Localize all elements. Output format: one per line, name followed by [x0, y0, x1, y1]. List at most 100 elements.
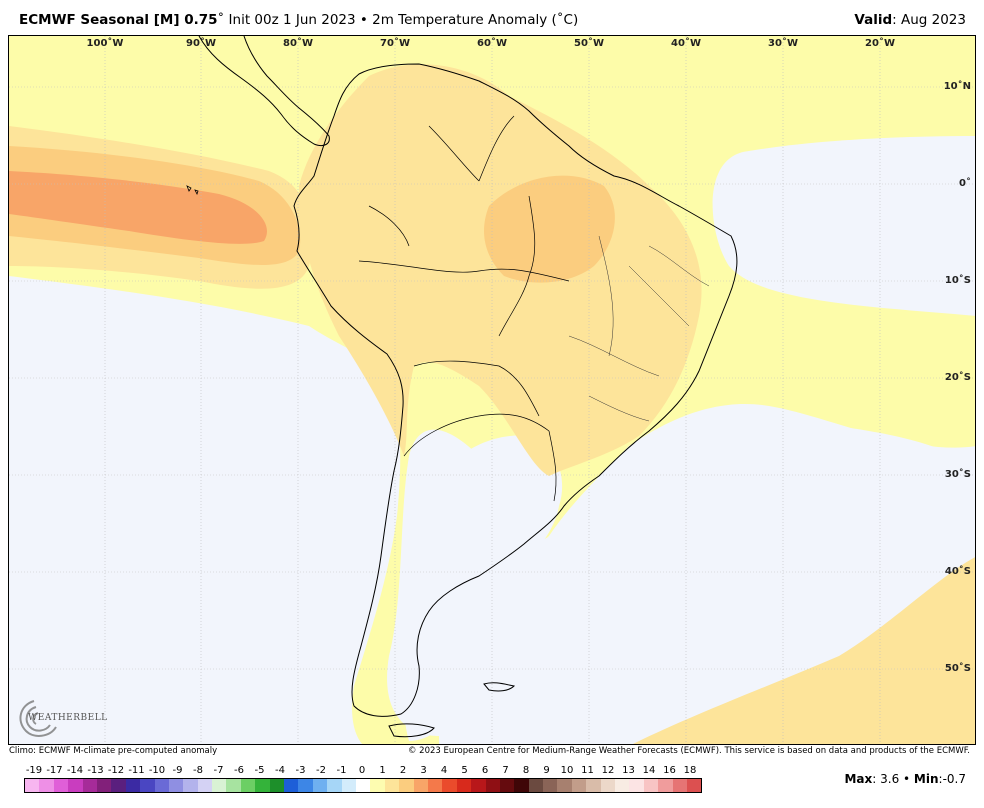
legend-swatch — [571, 779, 587, 792]
legend-swatch — [226, 779, 241, 792]
legend-swatch — [68, 779, 83, 792]
lon-label: 50˚W — [574, 38, 604, 49]
color-legend: -19 -17 -14 -13 -12 -11 -10 -9 -8 -7 -6 -5 -4 -3 -2 -1 0… — [24, 765, 704, 793]
legend-swatch — [212, 779, 227, 792]
legend-label: -17 — [46, 765, 63, 776]
tierra-del-fuego — [388, 723, 435, 738]
logo-text: WEATHERBELL — [28, 713, 108, 723]
legend-label: -13 — [87, 765, 104, 776]
legend-swatch — [269, 779, 285, 792]
legend-swatch — [168, 779, 184, 792]
legend-swatch — [471, 779, 486, 792]
anomaly-band-2-3-amazon — [484, 175, 615, 283]
legend-swatch — [370, 779, 385, 792]
max-value: : 3.6 • — [872, 772, 914, 786]
legend-swatch — [384, 779, 400, 792]
min-label: Min — [913, 772, 939, 786]
lon-label: 60˚W — [477, 38, 507, 49]
falkland-islands — [483, 682, 516, 692]
legend-label: 13 — [622, 765, 635, 776]
legend-swatch — [514, 779, 529, 792]
legend-label: 8 — [522, 765, 530, 776]
legend-swatch — [586, 779, 601, 792]
lon-label: 100˚W — [86, 38, 124, 49]
weatherbell-logo — [19, 700, 57, 737]
legend-label: -2 — [316, 765, 326, 776]
legend-label: -12 — [107, 765, 125, 776]
lon-label: 30˚W — [768, 38, 798, 49]
legend-label: -4 — [275, 765, 285, 776]
legend-swatch — [399, 779, 414, 792]
legend-swatch — [427, 779, 443, 792]
legend-label: -6 — [234, 765, 244, 776]
copyright-note: © 2023 European Centre for Medium-Range … — [407, 746, 970, 756]
valid-label: Valid — [854, 12, 893, 28]
anomaly-band-1-2-south-atlantic — [633, 557, 975, 744]
legend-swatch — [658, 779, 673, 792]
legend-label: -7 — [213, 765, 224, 776]
legend-label: -8 — [193, 765, 203, 776]
anomaly-band-3-4-pacific — [9, 171, 267, 244]
title-model: ECMWF Seasonal [M] 0.75 — [19, 12, 218, 28]
legend-swatch — [327, 779, 342, 792]
legend-swatch — [600, 779, 616, 792]
max-min-stats: Max: 3.6 • Min:-0.7 — [844, 772, 966, 786]
legend-swatch — [528, 779, 544, 792]
lon-label: 90˚W — [186, 38, 216, 49]
climo-note: Climo: ECMWF M-climate pre-computed anom… — [9, 746, 218, 756]
legend-label: 4 — [440, 765, 448, 776]
legend-swatch — [615, 779, 630, 792]
legend-swatch — [298, 779, 313, 792]
lon-label: 40˚W — [671, 38, 701, 49]
legend-label: 7 — [502, 765, 509, 776]
legend-label: 10 — [560, 765, 574, 776]
legend-swatch — [355, 779, 371, 792]
legend-swatch — [456, 779, 472, 792]
legend-swatch — [543, 779, 558, 792]
legend-label: -14 — [66, 765, 84, 776]
legend-swatch — [312, 779, 328, 792]
state-borders — [568, 235, 710, 422]
legend-label: -3 — [295, 765, 306, 776]
anomaly-neutral-argentina — [403, 435, 563, 741]
legend-label: 14 — [642, 765, 656, 776]
lat-label: 30˚S — [944, 469, 971, 480]
legend-swatch — [284, 779, 299, 792]
max-label: Max — [844, 772, 873, 786]
min-value: :-0.7 — [938, 772, 966, 786]
legend-swatch — [125, 779, 141, 792]
anomaly-neutral-pacific — [9, 276, 401, 744]
legend-swatch — [39, 779, 54, 792]
legend-label: 5 — [461, 765, 468, 776]
lat-label: 10˚N — [943, 81, 971, 92]
legend-label: -9 — [172, 765, 183, 776]
country-borders — [358, 115, 570, 502]
valid-value: : Aug 2023 — [892, 12, 966, 28]
lon-label: 70˚W — [380, 38, 410, 49]
legend-swatch — [96, 779, 112, 792]
legend-swatch — [686, 779, 702, 792]
lat-label: 10˚S — [944, 275, 971, 286]
legend-swatch — [111, 779, 126, 792]
south-america-coastline — [293, 63, 738, 717]
legend-swatch — [643, 779, 659, 792]
legend-swatch — [183, 779, 198, 792]
legend-label: -5 — [254, 765, 265, 776]
legend-swatch — [672, 779, 687, 792]
valid-date: Valid: Aug 2023 — [854, 12, 966, 28]
legend-swatch — [629, 779, 644, 792]
legend-label: 11 — [581, 765, 594, 776]
anomaly-map: 100˚W 90˚W 80˚W 70˚W 60˚W 50˚W 40˚W 30˚W… — [8, 35, 976, 745]
legend-label: 12 — [601, 765, 615, 776]
legend-swatch — [557, 779, 572, 792]
legend-swatch — [53, 779, 69, 792]
legend-label: -11 — [128, 765, 145, 776]
chart-title: ECMWF Seasonal [M] 0.75˚ Init 00z 1 Jun … — [19, 12, 578, 28]
anomaly-neutral-south-atlantic — [625, 424, 975, 596]
legend-label: 9 — [543, 765, 550, 776]
graticule — [9, 36, 975, 744]
central-america-coastline — [198, 36, 330, 147]
legend-label: 0 — [358, 765, 366, 776]
legend-label: 2 — [399, 765, 407, 776]
legend-swatch — [485, 779, 500, 792]
